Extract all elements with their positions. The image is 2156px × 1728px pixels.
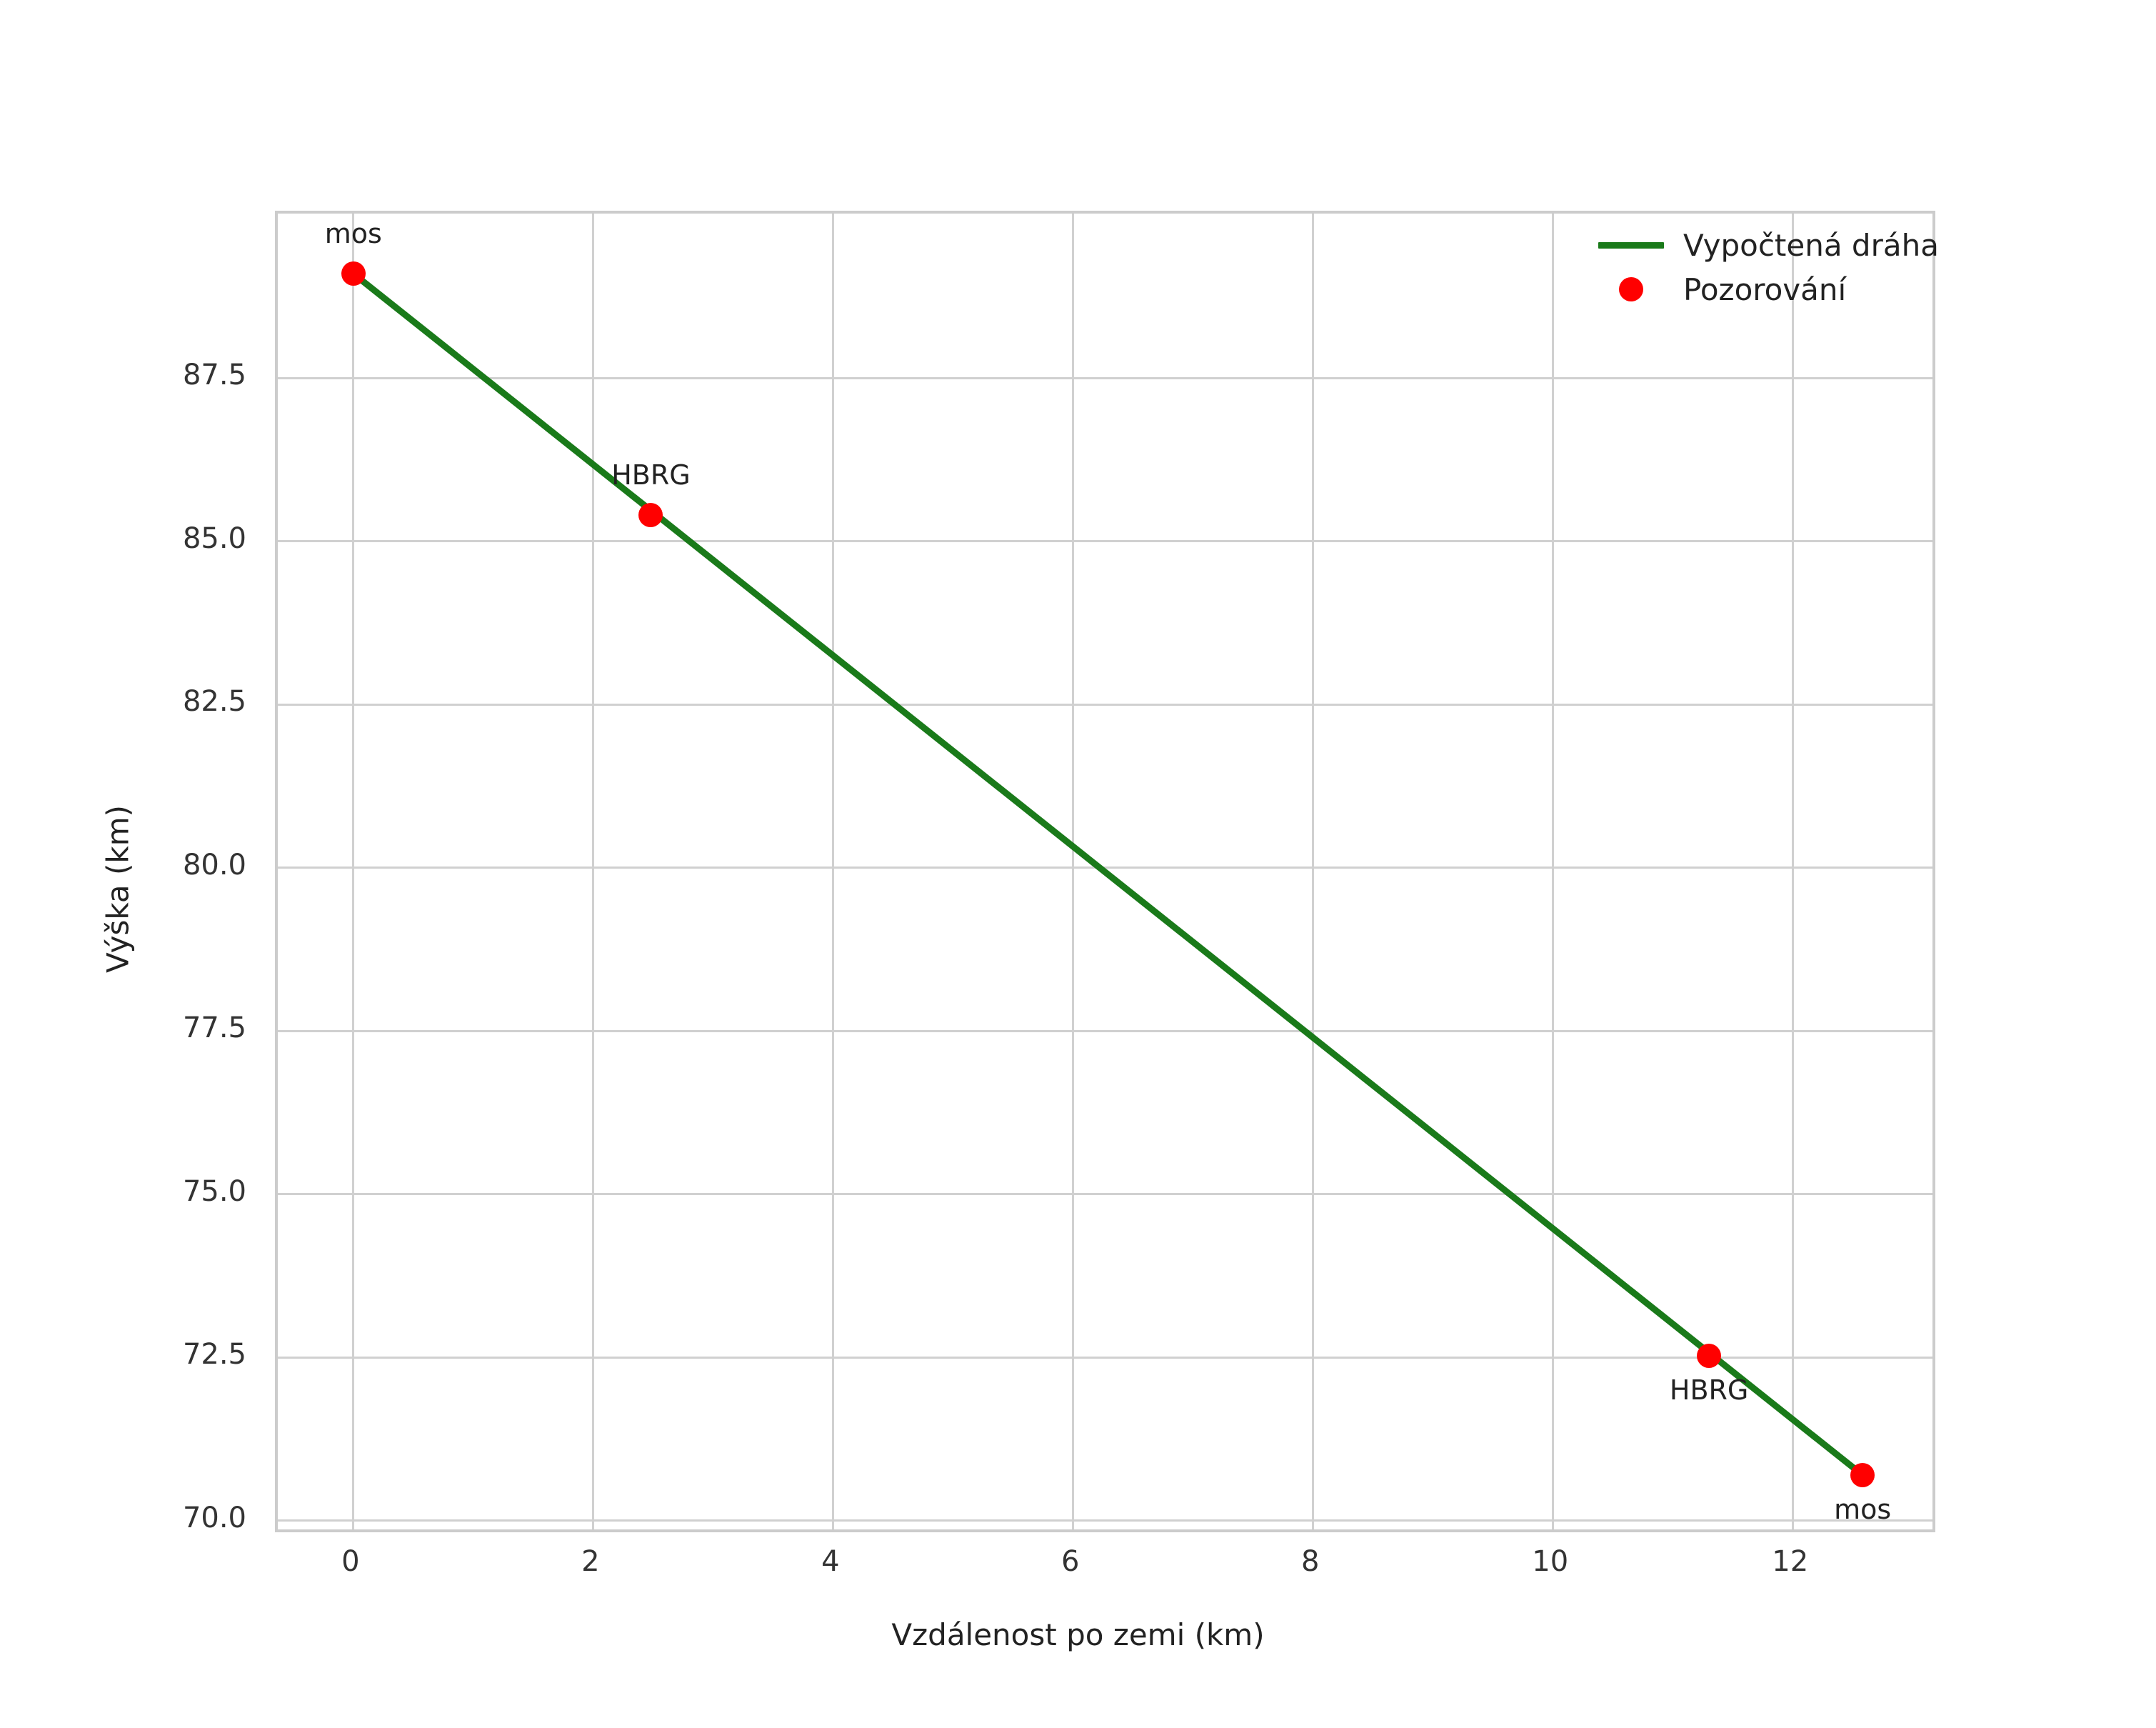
observation-point[interactable] bbox=[341, 261, 366, 286]
x-axis-label: Vzdálenost po zemi (km) bbox=[891, 1617, 1265, 1652]
x-tick-label: 8 bbox=[1301, 1545, 1320, 1578]
observation-point[interactable] bbox=[638, 503, 663, 528]
grid-layer bbox=[278, 214, 1932, 1529]
x-gridline bbox=[832, 214, 835, 1529]
y-tick-label: 87.5 bbox=[182, 359, 246, 392]
y-gridline bbox=[278, 1193, 1932, 1196]
x-gridline bbox=[1792, 214, 1795, 1529]
computed-trajectory-line bbox=[350, 270, 1866, 1479]
legend-item-observation[interactable]: Pozorování bbox=[1589, 267, 1896, 311]
x-gridline bbox=[352, 214, 355, 1529]
x-tick-label: 10 bbox=[1532, 1545, 1569, 1578]
legend-line-swatch-icon bbox=[1589, 241, 1673, 249]
legend-label-computed-trajectory: Vypočtená dráha bbox=[1683, 227, 1939, 263]
y-gridline bbox=[278, 1519, 1932, 1522]
x-tick-label: 2 bbox=[581, 1545, 600, 1578]
point-annotation-label: HBRG bbox=[1669, 1374, 1749, 1406]
observation-point[interactable] bbox=[1850, 1462, 1875, 1487]
y-tick-label: 72.5 bbox=[182, 1338, 246, 1372]
point-annotation-label: mos bbox=[1834, 1493, 1892, 1525]
x-gridline bbox=[592, 214, 595, 1529]
chart-legend: Vypočtená dráha Pozorování bbox=[1589, 223, 1939, 311]
x-gridline bbox=[1312, 214, 1315, 1529]
y-gridline bbox=[278, 867, 1932, 869]
observation-points-layer: mos HBRG HBRG mos bbox=[278, 214, 1932, 1529]
y-tick-label: 77.5 bbox=[182, 1012, 246, 1045]
y-tick-label: 82.5 bbox=[182, 685, 246, 719]
y-gridline bbox=[278, 703, 1932, 706]
point-annotation-label: mos bbox=[324, 218, 382, 250]
observation-point[interactable] bbox=[1697, 1343, 1722, 1368]
legend-item-computed-trajectory[interactable]: Vypočtená dráha bbox=[1589, 223, 1939, 267]
plot-area: mos HBRG HBRG mos bbox=[275, 211, 1935, 1532]
y-tick-label: 70.0 bbox=[182, 1501, 246, 1534]
y-tick-label: 80.0 bbox=[182, 848, 246, 882]
y-tick-label: 75.0 bbox=[182, 1174, 246, 1208]
x-gridline bbox=[1552, 214, 1555, 1529]
trajectory-line-layer bbox=[350, 270, 1866, 1479]
x-gridline bbox=[1072, 214, 1075, 1529]
y-gridline bbox=[278, 1029, 1932, 1032]
y-axis-label: Výška (km) bbox=[100, 804, 136, 974]
y-gridline bbox=[278, 1356, 1932, 1359]
legend-dot-swatch-icon bbox=[1589, 277, 1673, 301]
x-tick-label: 0 bbox=[341, 1545, 360, 1578]
y-gridline bbox=[278, 376, 1932, 379]
y-gridline bbox=[278, 540, 1932, 543]
x-tick-label: 4 bbox=[821, 1545, 840, 1578]
point-annotation-label: HBRG bbox=[611, 459, 691, 491]
x-tick-label: 12 bbox=[1772, 1545, 1809, 1578]
legend-label-observation: Pozorování bbox=[1683, 271, 1847, 307]
y-tick-label: 85.0 bbox=[182, 521, 246, 555]
x-tick-label: 6 bbox=[1061, 1545, 1080, 1578]
